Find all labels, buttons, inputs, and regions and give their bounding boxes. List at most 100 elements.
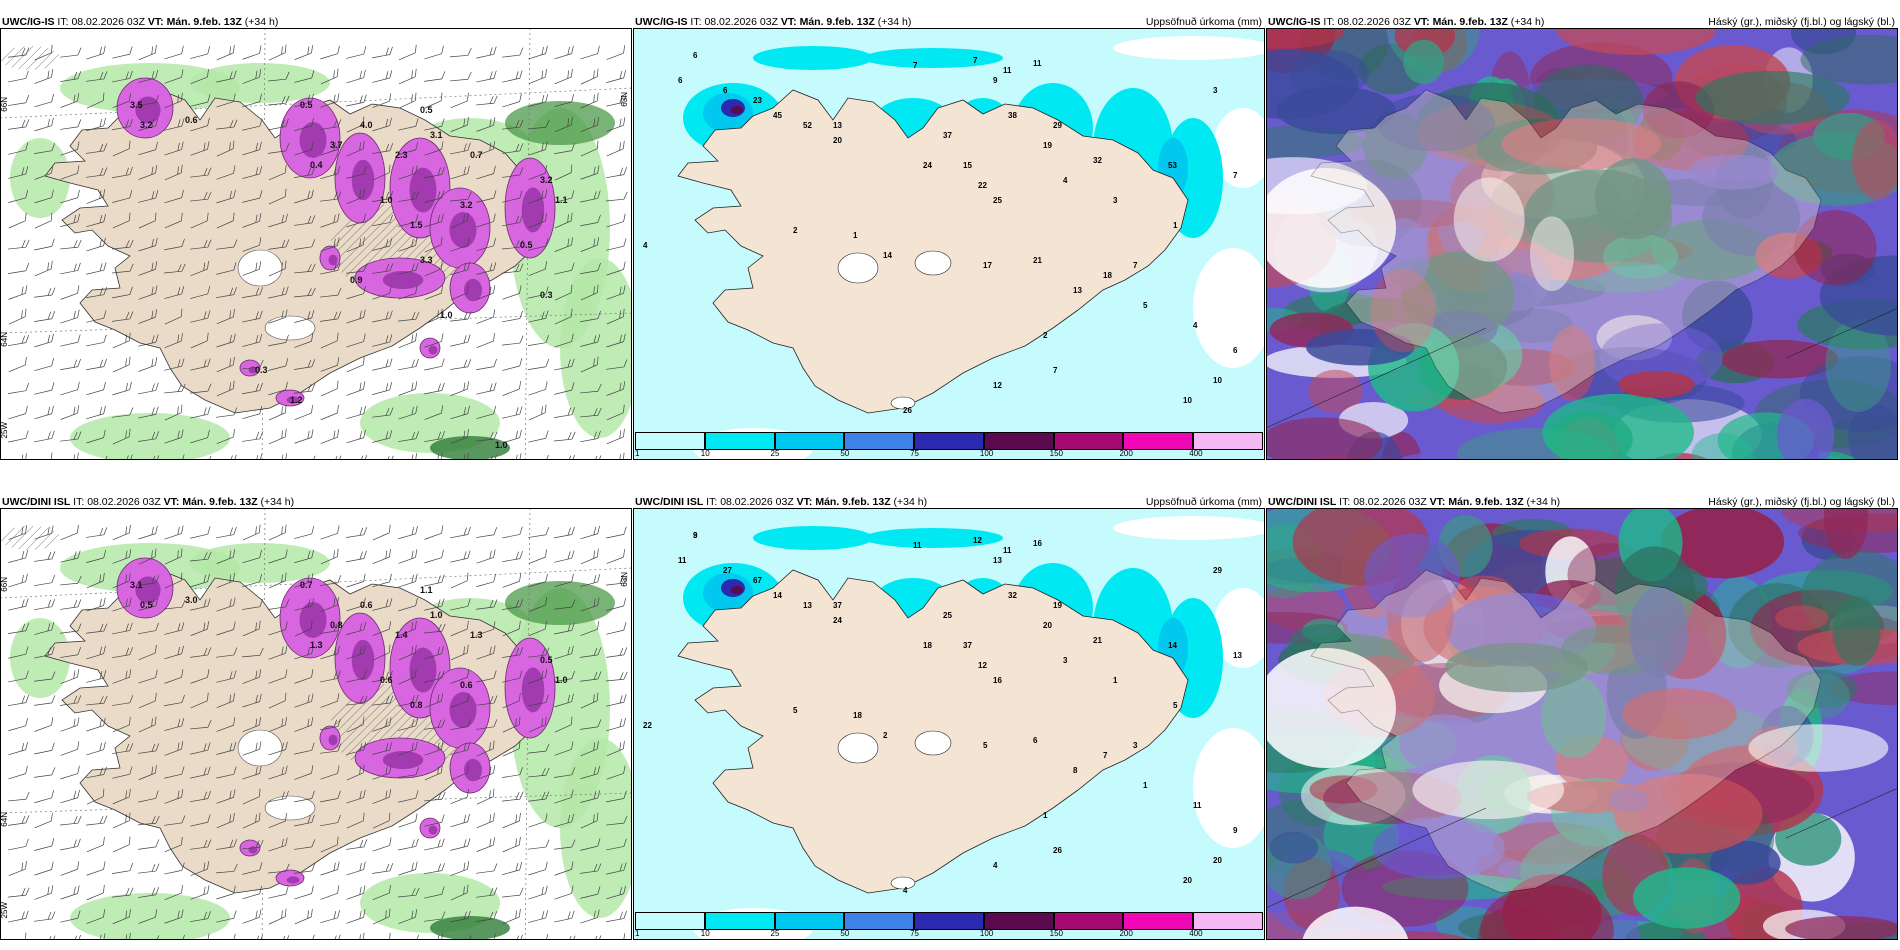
wind-barb: [86, 549, 107, 563]
wind-barb: [34, 405, 54, 420]
wind-barb: [190, 94, 211, 107]
wind-barb: [34, 598, 55, 611]
wind-barb: [242, 765, 262, 780]
wind-barb: [320, 645, 340, 660]
wind-barb: [476, 887, 498, 898]
snow-value-label: 3.2: [140, 120, 153, 130]
grid-line: [1266, 807, 1487, 909]
wind-barb: [528, 620, 547, 637]
it-value: 08.02.2026 03Z: [1353, 496, 1427, 508]
wind-barb: [372, 644, 391, 661]
wind-barb: [8, 717, 28, 732]
cloud-layer: [1622, 688, 1737, 740]
precip-value-label: 4: [993, 861, 998, 870]
wind-barb: [190, 814, 211, 827]
wind-barb: [528, 165, 548, 180]
wind-barb: [268, 572, 287, 589]
wind-barb: [424, 693, 444, 708]
wind-barb: [86, 836, 105, 853]
colorbar-cell: [704, 912, 775, 930]
wind-barb: [34, 287, 56, 298]
colorbar-cell: [1193, 432, 1263, 450]
precip-value-label: 13: [833, 121, 842, 130]
precip-value-label: 15: [963, 161, 972, 170]
cloud-layer: [1542, 393, 1695, 460]
wind-barb: [294, 117, 314, 132]
wind-barb: [450, 693, 470, 708]
wind-barb: [398, 381, 418, 396]
precip-value-label: 1: [1143, 781, 1148, 790]
wind-barb: [164, 909, 184, 924]
colorbar-cell: [914, 912, 984, 930]
wind-barb: [424, 741, 444, 756]
wind-barb: [450, 598, 471, 611]
wind-barb: [476, 382, 497, 395]
wind-barb: [34, 622, 55, 635]
wind-barb: [86, 717, 106, 732]
colorbar-cell: [704, 432, 775, 450]
wind-barb: [580, 692, 599, 709]
wind-barb: [164, 383, 186, 394]
wind-barb: [476, 70, 497, 83]
wind-barb: [190, 239, 212, 250]
wind-barb: [320, 575, 342, 586]
wind-barb: [320, 404, 339, 421]
cloud-layer: [1412, 760, 1565, 820]
wind-barb: [372, 863, 394, 874]
snow-area-core: [449, 692, 477, 728]
wind-barb: [554, 68, 573, 85]
wind-barb: [138, 887, 160, 898]
precip-value-label: 13: [1073, 286, 1082, 295]
wind-barb: [60, 334, 81, 347]
wind-barb: [242, 69, 262, 84]
wind-barb: [528, 669, 548, 684]
wind-barb: [320, 670, 341, 683]
wind-barb: [268, 95, 290, 106]
wind-barb: [216, 239, 238, 250]
wind-barb: [450, 644, 469, 661]
grid-line: [1266, 327, 1487, 429]
wind-barb: [112, 407, 134, 418]
wind-barb: [112, 863, 134, 874]
wind-barb: [60, 239, 82, 250]
cloud-map: [1266, 28, 1898, 460]
wind-barb: [320, 68, 339, 85]
wind-barb: [346, 550, 367, 563]
cloud-layer: [1748, 724, 1889, 772]
model-name: UWC/IG-IS: [635, 16, 688, 28]
field-title: Uppsöfnuð úrkoma (mm): [1145, 16, 1262, 28]
wind-barb: [242, 237, 262, 252]
wind-barb: [450, 910, 471, 923]
wind-barb: [8, 190, 29, 203]
model-name: UWC/DINI ISL: [635, 496, 704, 508]
wind-barb: [580, 430, 601, 443]
wind-barb: [372, 548, 391, 565]
wind-barb: [112, 716, 131, 733]
wind-barb: [580, 117, 599, 132]
wind-barb: [606, 238, 627, 251]
colorbar-tick-label: 100: [979, 449, 994, 458]
wind-barb: [268, 765, 288, 780]
wind-barb: [164, 862, 185, 875]
cloud-layer: [1832, 596, 1881, 667]
colorbar-cell: [1193, 912, 1263, 930]
colorbar-tick-label: 75: [910, 929, 920, 938]
wind-barb: [294, 765, 314, 780]
wind-barb: [580, 68, 599, 85]
precip-area-extreme: [731, 106, 743, 114]
wind-barb: [450, 116, 469, 133]
wind-barb: [450, 620, 469, 637]
wind-barb: [242, 190, 263, 203]
precip-area-heavy: [505, 101, 615, 145]
panel-igis-clouds: UWC/IG-IS IT: 08.02.2026 03Z VT: Mán. 9.…: [1266, 12, 1898, 460]
wind-barb: [34, 165, 54, 180]
wind-barb: [606, 404, 625, 421]
wind-barb: [294, 287, 316, 298]
wind-barb: [580, 45, 600, 60]
precip-value-label: 20: [1183, 876, 1192, 885]
snow-value-label: 1.2: [290, 395, 303, 405]
wind-barb: [138, 622, 159, 635]
wind-barb: [34, 117, 54, 132]
wind-barb: [450, 191, 472, 202]
wind-barb: [8, 308, 27, 325]
